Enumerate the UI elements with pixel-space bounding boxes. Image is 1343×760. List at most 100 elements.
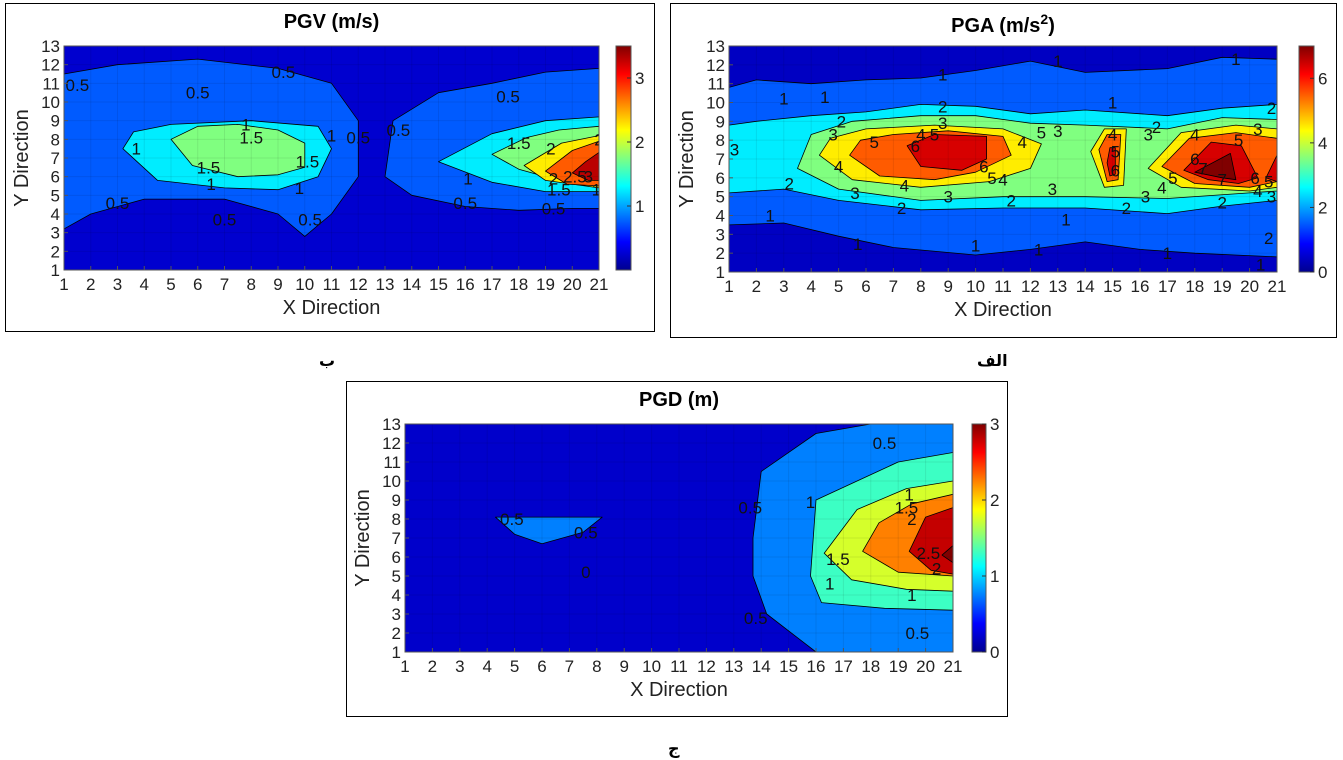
pga-x-tick-label: 18 [1185,277,1204,296]
pgd-x-tick-label: 4 [482,657,491,676]
pgv-contour-3-region-0 [571,151,599,181]
pga-chart-title: PGA (m/s2) [951,11,1055,37]
pgd-x-tick-label: 5 [510,657,519,676]
pga-x-tick-label: 11 [994,277,1012,296]
pga-y-tick-label: 1 [716,263,725,282]
pgd-chart-title: PGD (m) [639,389,719,411]
pgd-colorbar-gradient [971,423,987,653]
pga-y-tick-label: 6 [716,169,725,188]
pga-contour-7-region-0 [1194,152,1237,181]
pgd-x-tick-label: 6 [537,657,546,676]
pgd-contour-3-region-0 [941,545,953,564]
pga-colorbar-tick-label: 4 [1318,134,1327,153]
pgv-contour-label: 0.5 [387,121,411,140]
pgv-colorbar-tick-label: 3 [635,69,644,88]
pgd-y-tick-label: 1 [392,643,401,662]
pgv-x-tick-label: 4 [140,275,149,294]
pgd-chart-panel: 0.5 0.5 0 0.5 0.5 0.5 0.5 1 1 1 1 1.5 1.5 2 2 2.5 1 2 3 4 5 6… [346,381,1008,717]
pga-contour-label: 1 [1256,255,1265,274]
pgv-x-tick-label: 10 [295,275,314,294]
pgv-x-tick-label: 19 [536,275,555,294]
pgd-y-tick-label: 5 [392,567,401,586]
pgd-contour-label: 1 [806,493,815,512]
pga-contour-label: 2 [897,199,906,218]
pga-contour-label: 6 [911,137,920,156]
pga-contour-label: 1 [820,88,829,107]
pgv-x-tick-label: 1 [59,275,68,294]
pgd-y-tick-label: 10 [382,472,401,491]
pga-x-tick-label: 19 [1213,277,1232,296]
pga-contour-label: 5 [1234,131,1243,150]
pga-contour-label: 3 [850,184,859,203]
pgv-y-tick-label: 9 [51,112,60,131]
pgv-contour-1p5-region-0 [170,124,306,178]
pga-contour-label: 1 [779,90,788,109]
pga-contour-label: 3 [943,188,952,207]
pgd-y-tick-label: 8 [392,510,401,529]
pgv-contour-label: 2 [546,140,555,159]
pgv-y-tick-label: 6 [51,168,60,187]
pgv-y-tick-label: 2 [51,242,60,261]
pgv-x-tick-label: 6 [193,275,202,294]
pga-contour-label: 1 [1061,210,1070,229]
pgd-x-tick-label: 13 [724,657,743,676]
pgv-colorbar: 1 2 3 [615,45,644,271]
pga-contour-label: 2 [1006,191,1015,210]
pgv-contour-label: 1.5 [547,181,571,200]
pga-contour-label: 2 [837,112,846,131]
pgd-contour-label: 0.5 [500,510,524,529]
pga-colorbar-tick-label: 6 [1318,69,1327,88]
pgd-x-tick-label: 9 [619,657,628,676]
pgd-colorbar: 0 1 2 3 [971,415,999,662]
pgv-x-tick-label: 16 [456,275,475,294]
pga-contour-label: 3 [1253,120,1262,139]
pgd-y-tick-label: 9 [392,491,401,510]
pgv-x-tick-label: 13 [376,275,395,294]
pga-x-tick-label: 4 [806,277,815,296]
pga-x-tick-label: 14 [1076,277,1095,296]
pgd-x-tick-label: 16 [807,657,826,676]
pga-contour-label: 4 [900,176,909,195]
pga-contour-label: 5 [869,133,878,152]
pgv-contour-label: 1.5 [239,128,263,147]
pgd-contour-label: 0.5 [574,523,598,542]
pga-contour-label: 2 [938,97,947,116]
pgv-contour-label: 2.5 [563,168,587,187]
pgd-x-tick-label: 2 [428,657,437,676]
pgd-y-tick-label: 7 [392,529,401,548]
pgv-x-tick-label: 3 [113,275,122,294]
pga-contour-6-region-3 [1265,154,1277,183]
pgv-y-tick-label: 11 [42,74,60,93]
pgv-contour-label: 1.5 [197,158,221,177]
pga-contour-label: 3 [1048,180,1057,199]
pga-y-tick-label: 11 [707,75,725,94]
pga-x-tick-label: 7 [889,277,898,296]
pgd-x-tick-label: 18 [861,657,880,676]
pgv-chart-title: PGV (m/s) [284,11,380,33]
pga-contour-label: 2 [1122,199,1131,218]
pga-x-tick-label: 1 [724,277,733,296]
pgv-contour-label: 3 [584,168,593,187]
pgd-contour-label: 1 [907,586,916,605]
pga-contour-label: 4 [1108,126,1117,145]
pgd-y-axis-label: Y Direction [352,489,374,586]
pgv-colorbar-gradient [615,45,632,271]
pgv-y-tick-label: 1 [51,261,60,280]
pgv-contour-label: 1 [241,115,250,134]
pgv-contour-label: 0.5 [106,194,130,213]
pgd-x-tick-label: 1 [400,657,409,676]
pga-contour-label: 1 [765,207,774,226]
pga-contour-label: 4 [834,158,843,177]
pgv-contour-label: 1 [131,140,140,159]
pga-contour-label: 1 [853,235,862,254]
pga-contour-6-region-0 [906,134,988,171]
pgd-contour-label: 0.5 [738,499,762,518]
pgd-contour-label: 1.5 [895,499,919,518]
pgd-colorbar-tick-label: 1 [990,567,999,586]
pga-contour-label: 2 [1267,99,1276,118]
pga-x-tick-label: 17 [1158,277,1177,296]
pga-contour-label: 1 [1053,52,1062,71]
pgv-y-tick-label: 8 [51,130,60,149]
